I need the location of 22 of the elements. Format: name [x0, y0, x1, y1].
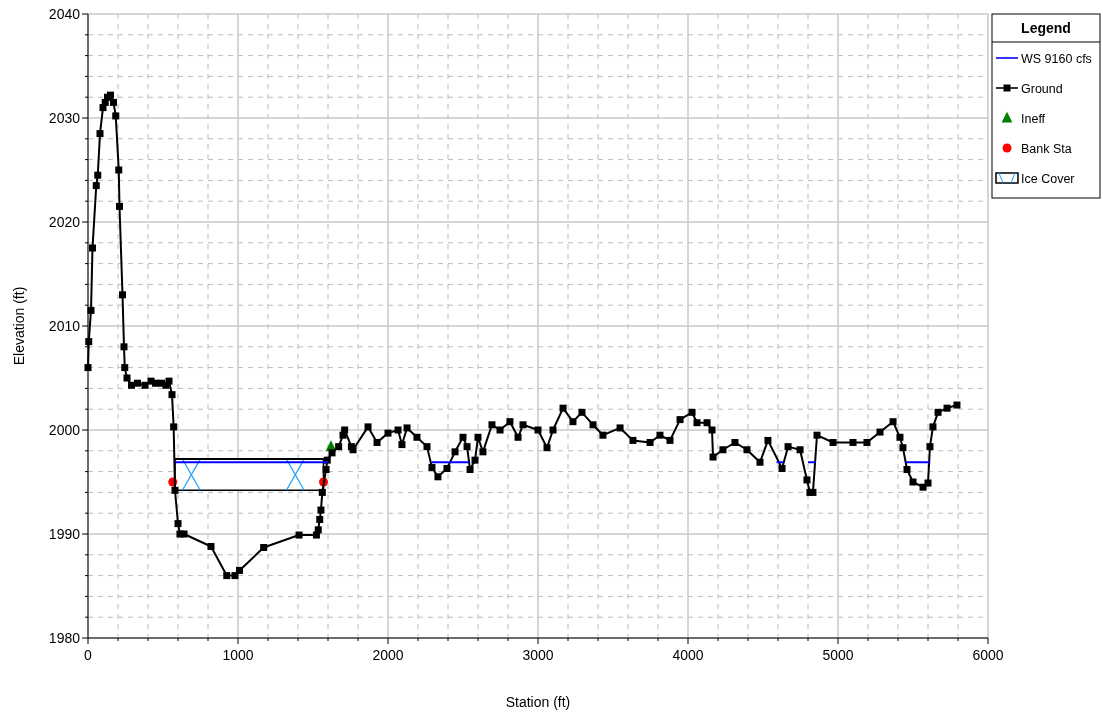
x-tick-label: 0: [84, 647, 93, 663]
legend-label: Ground: [1021, 81, 1063, 96]
x-tick-label: 5000: [822, 647, 854, 663]
y-tick-label: 2030: [48, 110, 81, 126]
legend-title: Legend: [1021, 20, 1071, 36]
legend-label: Bank Sta: [1021, 141, 1072, 156]
x-tick-label: 4000: [672, 647, 704, 663]
y-tick-label: 2040: [48, 6, 81, 22]
y-axis-title: Elevation (ft): [11, 286, 27, 366]
y-tick-label: 1980: [48, 630, 81, 646]
x-axis-title: Station (ft): [505, 694, 571, 710]
legend-label: Ineff: [1021, 111, 1046, 126]
x-tick-label: 2000: [372, 647, 404, 663]
y-tick-label: 2010: [48, 318, 81, 334]
y-tick-label: 1990: [48, 526, 81, 542]
legend-label: Ice Cover: [1021, 171, 1075, 186]
y-tick-label: 2000: [48, 422, 81, 438]
x-tick-label: 1000: [222, 647, 254, 663]
legend-label: WS 9160 cfs: [1021, 51, 1092, 66]
x-tick-label: 6000: [972, 647, 1004, 663]
x-tick-label: 3000: [522, 647, 554, 663]
y-tick-label: 2020: [48, 214, 81, 230]
